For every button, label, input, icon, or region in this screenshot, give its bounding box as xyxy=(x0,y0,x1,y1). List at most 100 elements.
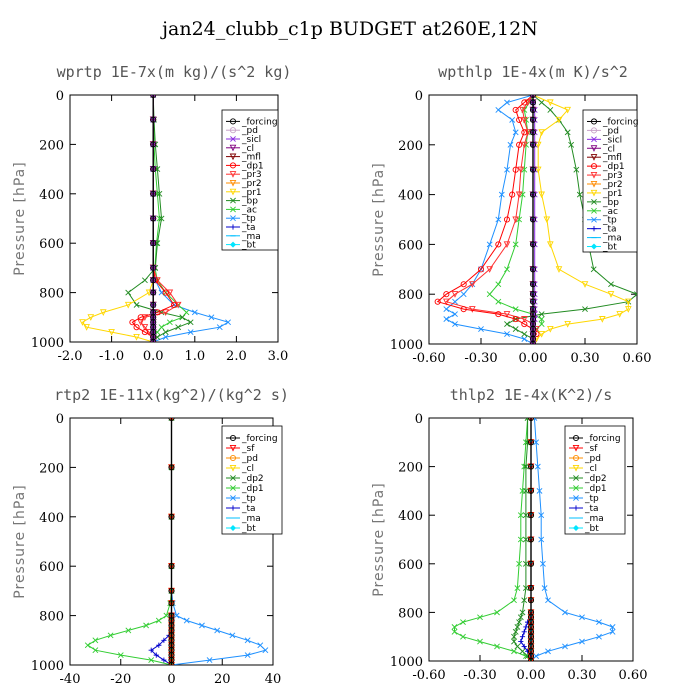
legend-label: _bp xyxy=(241,197,258,207)
data-point xyxy=(504,166,510,173)
legend-marker xyxy=(573,485,579,491)
data-point xyxy=(214,627,221,634)
data-point xyxy=(141,329,148,336)
data-point xyxy=(581,281,589,288)
y-tick-label: 1000 xyxy=(390,338,423,353)
data-point xyxy=(529,216,537,223)
x-tick-label: 20 xyxy=(214,672,231,687)
data-point xyxy=(538,512,545,519)
data-point xyxy=(478,326,484,332)
y-tick-label: 800 xyxy=(39,610,64,625)
data-point xyxy=(562,643,568,650)
legend-label: _pd xyxy=(241,126,258,136)
data-point xyxy=(538,321,545,327)
data-point xyxy=(117,652,124,659)
legend-item: _forcing xyxy=(226,434,278,444)
data-point xyxy=(156,190,163,197)
legend-marker xyxy=(572,444,580,452)
data-point xyxy=(229,632,236,639)
data-point xyxy=(538,191,545,199)
data-point xyxy=(538,316,545,323)
data-point xyxy=(460,633,466,640)
legend-item: _pd xyxy=(226,454,258,464)
series-line xyxy=(505,95,637,344)
y-tick-label: 200 xyxy=(39,138,64,153)
data-point xyxy=(494,643,500,650)
legend-item: _bt xyxy=(226,524,256,534)
legend-label: _forcing xyxy=(584,434,621,444)
data-point xyxy=(443,298,450,306)
legend-marker xyxy=(591,136,597,143)
data-point xyxy=(512,306,519,313)
data-point xyxy=(460,281,467,288)
y-tick-label: 200 xyxy=(398,139,423,154)
data-point xyxy=(529,141,537,148)
data-point xyxy=(634,291,637,298)
y-tick-label: 400 xyxy=(39,511,64,526)
legend-label: _tp xyxy=(241,214,256,224)
legend-marker xyxy=(230,197,236,204)
series-line xyxy=(436,95,538,344)
data-point xyxy=(153,652,159,658)
data-point xyxy=(517,614,524,621)
data-point xyxy=(434,298,441,305)
data-point xyxy=(187,319,194,326)
data-point xyxy=(527,597,535,604)
legend-label: _cl xyxy=(241,144,254,154)
data-point xyxy=(187,329,194,336)
data-point xyxy=(451,628,458,635)
legend-label: _cl xyxy=(584,464,597,474)
data-point xyxy=(460,291,467,298)
x-tick-label: 1.0 xyxy=(184,349,205,364)
data-point xyxy=(607,291,615,298)
series-forcing xyxy=(168,418,175,665)
legend-item: _pr2 xyxy=(587,180,623,190)
x-tick-label: 40 xyxy=(265,672,282,687)
data-point xyxy=(150,166,157,173)
data-point xyxy=(514,585,521,592)
y-tick-label: 600 xyxy=(39,560,64,575)
data-point xyxy=(512,241,519,248)
data-point xyxy=(161,657,167,663)
data-point xyxy=(83,324,90,331)
data-point xyxy=(522,512,529,519)
series-tp xyxy=(150,95,231,342)
data-point xyxy=(168,600,175,607)
data-point xyxy=(150,190,157,197)
data-point xyxy=(107,632,114,639)
data-point xyxy=(168,587,175,594)
y-axis-label: Pressure [hPa] xyxy=(12,484,28,598)
y-axis-label: Pressure [hPa] xyxy=(371,482,387,596)
x-tick-label: 0.30 xyxy=(571,351,600,366)
data-point xyxy=(522,463,529,470)
x-tick-label: 0.00 xyxy=(519,351,548,366)
legend-item: _dp2 xyxy=(569,474,607,484)
data-point xyxy=(545,648,551,655)
x-tick-label: -0.30 xyxy=(464,351,497,366)
legend-marker xyxy=(590,163,598,170)
data-point xyxy=(141,277,148,284)
data-point xyxy=(514,643,521,650)
data-point xyxy=(99,309,107,316)
series-line xyxy=(150,418,172,665)
y-tick-label: 1000 xyxy=(31,336,64,351)
legend-item: _tp xyxy=(226,214,256,224)
data-point xyxy=(150,95,157,99)
data-point xyxy=(519,634,526,640)
data-point xyxy=(529,281,537,288)
legend-label: _bt xyxy=(241,524,256,534)
data-point xyxy=(514,624,521,630)
data-point xyxy=(150,141,157,148)
legend-item: _dp1 xyxy=(226,484,264,494)
series-tp xyxy=(528,418,616,661)
x-tick-label: 0.0 xyxy=(143,349,164,364)
data-point xyxy=(452,321,458,327)
data-point xyxy=(150,215,157,222)
legend-item: _bt xyxy=(569,524,599,534)
data-point xyxy=(538,311,545,318)
data-point xyxy=(133,324,140,331)
data-point xyxy=(576,191,583,198)
data-point xyxy=(538,330,545,338)
legend-item: _ma xyxy=(587,234,622,244)
data-point xyxy=(150,289,157,296)
